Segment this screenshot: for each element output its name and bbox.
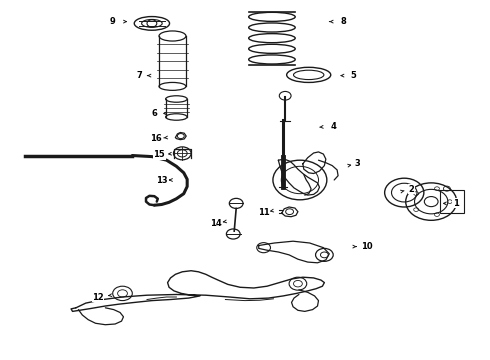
Text: 5: 5 (350, 71, 356, 80)
Text: 16: 16 (150, 134, 162, 143)
Text: 12: 12 (92, 292, 104, 302)
Text: 1: 1 (453, 199, 459, 208)
Text: 14: 14 (210, 219, 221, 228)
Text: 10: 10 (361, 242, 372, 251)
Text: 15: 15 (153, 150, 165, 159)
Text: 6: 6 (151, 109, 157, 118)
Text: 11: 11 (258, 208, 270, 217)
Text: 9: 9 (110, 17, 116, 26)
Text: 7: 7 (137, 71, 143, 80)
Text: 2: 2 (409, 185, 415, 194)
Text: 4: 4 (330, 122, 336, 131)
Text: 13: 13 (156, 176, 168, 185)
Text: 3: 3 (355, 159, 361, 168)
Text: 8: 8 (340, 17, 346, 26)
